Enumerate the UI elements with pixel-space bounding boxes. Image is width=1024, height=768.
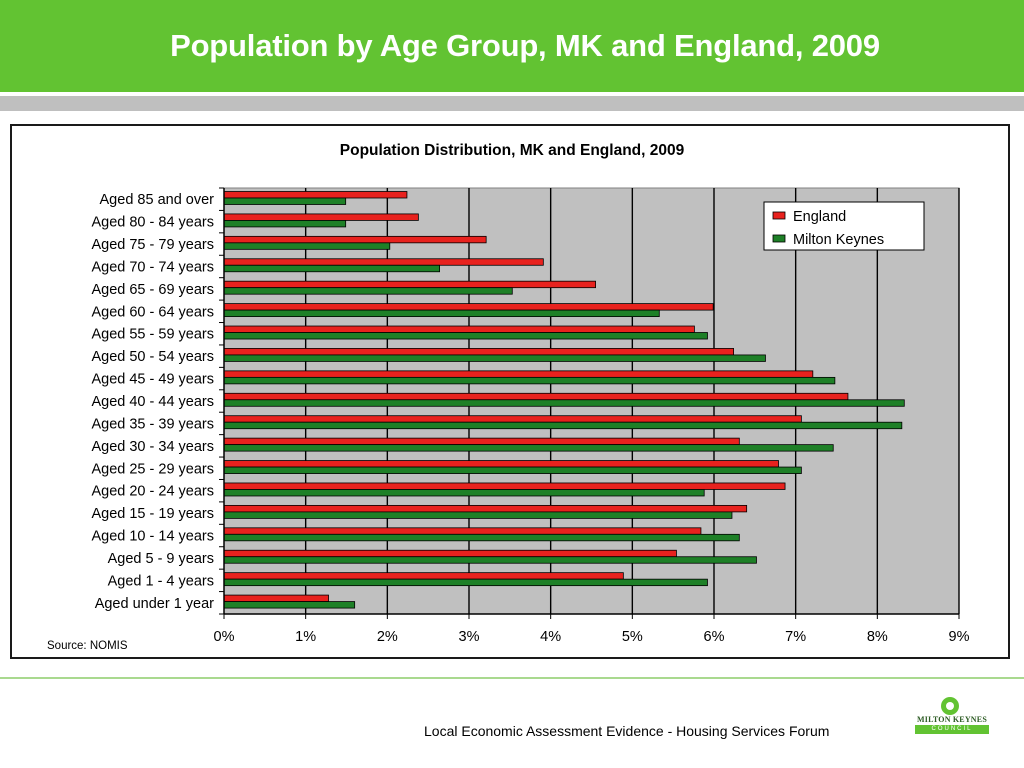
x-tick-label: 1% [295, 629, 316, 645]
bar-milton-keynes [223, 220, 347, 228]
bar-milton-keynes [223, 444, 834, 452]
bar-milton-keynes [223, 242, 391, 250]
bar-england [223, 594, 329, 602]
bar-milton-keynes [223, 421, 903, 430]
bar-milton-keynes [223, 601, 356, 609]
bar-england [223, 191, 408, 199]
y-tick-label: Aged 65 - 69 years [91, 282, 214, 298]
bar-milton-keynes [223, 264, 441, 273]
bar-milton-keynes [223, 466, 802, 474]
y-tick-label: Aged 25 - 29 years [91, 461, 214, 477]
bar-england [223, 392, 849, 401]
header-bar [0, 0, 1024, 92]
x-tick-label: 2% [377, 629, 398, 645]
bar-milton-keynes [223, 197, 347, 205]
logo-subtitle: COUNCIL [915, 725, 989, 734]
legend-label: England [793, 209, 846, 225]
y-tick-label: Aged 70 - 74 years [91, 259, 214, 275]
logo-emblem-icon [941, 697, 959, 715]
x-axis-tick-labels: 0% 1% 2% 3% 4% 5% 6% 7% 8% 9% [214, 629, 970, 645]
x-tick-label: 4% [540, 629, 561, 645]
bar-england [223, 572, 624, 580]
y-tick-label: Aged 60 - 64 years [91, 304, 214, 320]
y-tick-label: Aged 75 - 79 years [91, 237, 214, 253]
bar-england [223, 482, 786, 490]
bar-england [223, 348, 735, 356]
source-note: Source: NOMIS [47, 640, 128, 652]
bar-milton-keynes [223, 556, 757, 564]
bar-milton-keynes [223, 332, 708, 340]
y-tick-label: Aged 50 - 54 years [91, 349, 214, 365]
y-tick-label: Aged 10 - 14 years [91, 529, 214, 545]
bar-milton-keynes [223, 309, 660, 318]
y-tick-label: Aged 15 - 19 years [91, 506, 214, 522]
bar-milton-keynes [223, 376, 836, 385]
y-tick-label: Aged 1 - 4 years [108, 573, 214, 589]
bar-england [223, 235, 487, 244]
legend-swatch-milton-keynes [772, 234, 786, 243]
legend-label: Milton Keynes [793, 232, 884, 248]
bar-milton-keynes [223, 578, 708, 587]
bar-england [223, 415, 802, 423]
bar-england [223, 504, 748, 513]
bar-england [223, 325, 695, 333]
legend-swatch-england [772, 211, 786, 220]
y-tick-label: Aged 35 - 39 years [91, 416, 214, 432]
legend: England Milton Keynes [763, 201, 925, 251]
bar-england [223, 280, 596, 289]
bar-england [223, 258, 544, 266]
x-tick-label: 5% [622, 629, 643, 645]
bar-england [223, 527, 702, 535]
bar-milton-keynes [223, 399, 905, 407]
axes [219, 187, 960, 619]
slide-title: Population by Age Group, MK and England,… [170, 28, 880, 63]
y-tick-label: Aged 40 - 44 years [91, 394, 214, 410]
x-tick-label: 6% [704, 629, 725, 645]
x-tick-label: 0% [214, 629, 235, 645]
bar-milton-keynes [223, 533, 740, 542]
council-logo: MILTON KEYNES COUNCIL [913, 697, 991, 737]
bar-milton-keynes [223, 511, 733, 519]
bar-milton-keynes [223, 287, 513, 295]
bar-england [223, 437, 740, 446]
bar-england [223, 549, 677, 558]
x-tick-label: 3% [459, 629, 480, 645]
x-tick-label: 9% [949, 629, 970, 645]
bar-milton-keynes [223, 489, 705, 497]
y-tick-label: Aged 20 - 24 years [91, 484, 214, 500]
legend-box [763, 201, 925, 251]
y-tick-label: Aged 30 - 34 years [91, 439, 214, 455]
footer-divider [0, 677, 1024, 679]
bar-england [223, 303, 714, 311]
y-tick-label: Aged 85 and over [100, 192, 215, 208]
bar-england [223, 460, 779, 468]
bar-england [223, 213, 419, 221]
y-tick-label: Aged 45 - 49 years [91, 372, 214, 388]
logo-name: MILTON KEYNES [917, 715, 987, 724]
x-tick-label: 8% [867, 629, 888, 645]
chart-title: Population Distribution, MK and England,… [340, 142, 685, 159]
y-tick-label: Aged 5 - 9 years [108, 551, 214, 567]
x-tick-label: 7% [785, 629, 806, 645]
y-tick-label: Aged 80 - 84 years [91, 215, 214, 231]
y-axis-tick-labels: Aged 85 and over Aged 80 - 84 years Aged 7… [91, 192, 214, 612]
bar-england [223, 370, 814, 378]
y-tick-label: Aged 55 - 59 years [91, 327, 214, 343]
bar-chart: Population Distribution, MK and England,… [91, 142, 970, 645]
header-divider [0, 96, 1024, 111]
footer-text: Local Economic Assessment Evidence - Hou… [424, 723, 830, 739]
bar-milton-keynes [223, 354, 766, 362]
y-tick-label: Aged under 1 year [95, 596, 214, 612]
